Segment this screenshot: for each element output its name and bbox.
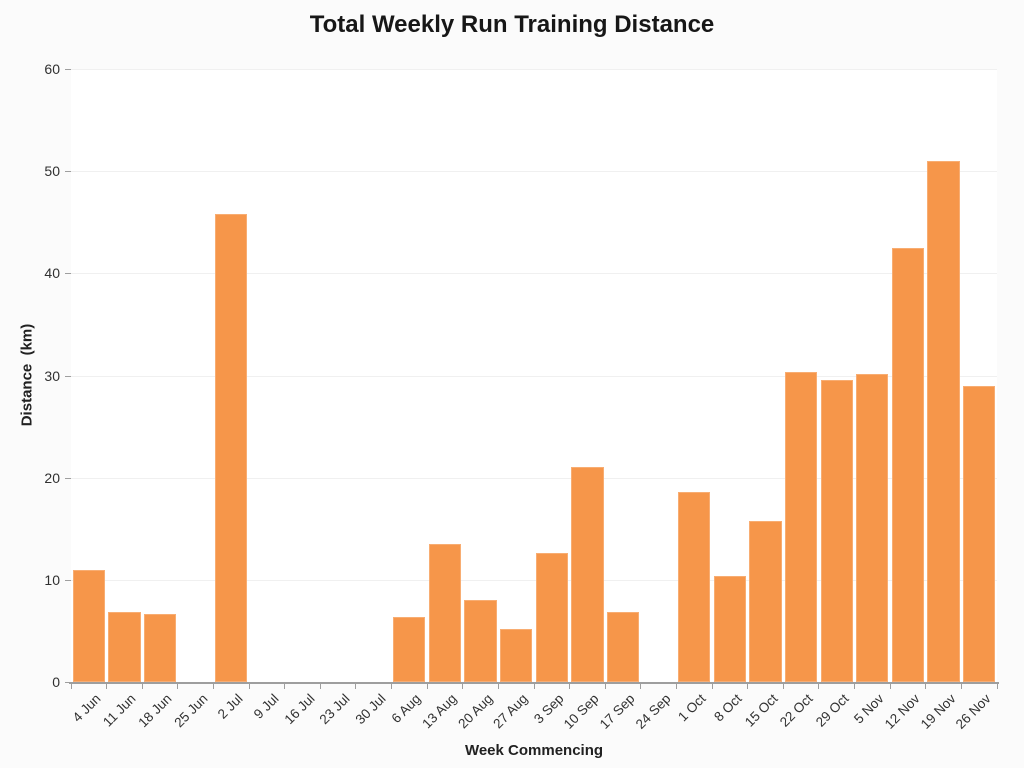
bar-5-nov	[856, 374, 889, 682]
y-tick-label-20: 20	[44, 469, 60, 486]
bar-4-jun	[72, 569, 105, 682]
x-axis-line	[69, 682, 999, 684]
y-tick-label-0: 0	[52, 674, 60, 690]
gridline-50	[71, 171, 997, 173]
gridlines-container	[71, 69, 997, 682]
x-tick-label-8-oct: 8 Oct	[711, 691, 745, 725]
bar-20-aug	[464, 600, 497, 682]
bar-8-oct	[713, 575, 746, 682]
bar-18-jun	[143, 613, 177, 682]
x-tick-label-25-jun: 25 Jun	[170, 691, 211, 731]
bar-12-nov	[891, 247, 925, 682]
gridline-20	[71, 477, 997, 479]
x-tick-label-17-sep: 17 Sep	[596, 691, 638, 732]
x-tick-label-19-nov: 19 Nov	[917, 691, 959, 732]
x-tick-24	[925, 684, 927, 689]
x-tick-19	[747, 684, 749, 689]
gridline-30	[71, 375, 997, 377]
x-tick-11	[462, 684, 464, 689]
x-tick-8	[355, 684, 357, 689]
x-tick-7	[319, 684, 321, 689]
bar-11-jun	[108, 611, 141, 682]
x-tick-label-16-jul: 16 Jul	[281, 691, 318, 728]
x-tick-15	[604, 684, 606, 689]
x-tick-4	[212, 684, 214, 689]
x-tick-label-12-nov: 12 Nov	[881, 691, 923, 732]
bar-22-oct	[785, 372, 818, 682]
x-tick-16	[640, 684, 642, 689]
y-tick-0	[65, 682, 71, 683]
gridline-40	[71, 273, 997, 275]
x-tick-label-10-sep: 10 Sep	[561, 691, 603, 732]
x-tick-25	[960, 684, 962, 689]
y-tick-label-30: 30	[44, 367, 60, 384]
bar-3-sep	[535, 553, 568, 682]
bar-17-sep	[606, 611, 640, 682]
x-tick-9	[391, 684, 393, 689]
x-tick-label-15-oct: 15 Oct	[741, 691, 781, 730]
x-tick-label-13-aug: 13 Aug	[419, 691, 460, 732]
y-tick-50	[65, 171, 71, 173]
x-tick-label-29-oct: 29 Oct	[812, 691, 852, 730]
y-tick-label-60: 60	[44, 61, 60, 77]
x-tick-17	[675, 684, 677, 689]
x-tick-22	[854, 684, 856, 689]
bar-19-nov	[927, 160, 960, 682]
x-tick-label-30-jul: 30 Jul	[352, 691, 389, 728]
y-tick-60	[65, 69, 71, 70]
x-tick-label-26-nov: 26 Nov	[952, 691, 994, 732]
x-tick-26	[996, 684, 998, 689]
x-tick-21	[818, 684, 820, 689]
bar-26-nov	[963, 385, 996, 682]
x-tick-10	[426, 684, 428, 689]
x-tick-label-20-aug: 20 Aug	[454, 691, 496, 732]
x-tick-label-23-jul: 23 Jul	[316, 691, 353, 728]
x-tick-label-11-jun: 11 Jun	[100, 691, 140, 730]
x-tick-2	[141, 684, 143, 689]
gridline-10	[71, 579, 997, 581]
x-tick-label-2-jul: 2 Jul	[215, 691, 246, 722]
chart-title: Total Weekly Run Training Distance	[309, 11, 715, 38]
x-tick-1	[106, 684, 108, 689]
bar-10-sep	[571, 467, 604, 682]
x-tick-label-22-oct: 22 Oct	[776, 691, 816, 730]
bar-29-oct	[820, 379, 853, 682]
x-tick-label-18-jun: 18 Jun	[135, 691, 175, 731]
bar-2-jul	[215, 214, 248, 682]
bar-13-aug	[428, 544, 462, 682]
x-tick-18	[711, 684, 713, 689]
x-tick-12	[497, 684, 499, 689]
y-tick-10	[65, 579, 71, 581]
x-tick-0	[70, 684, 72, 689]
y-tick-40	[65, 273, 71, 275]
y-tick-label-40: 40	[44, 265, 60, 282]
y-tick-30	[65, 375, 71, 377]
x-tick-13	[533, 684, 535, 689]
x-axis-title: Week Commencing	[464, 742, 604, 759]
x-tick-20	[782, 684, 784, 689]
plot-area	[71, 69, 997, 682]
x-tick-5	[248, 684, 250, 689]
bar-15-oct	[749, 520, 782, 682]
x-tick-label-1-oct: 1 Oct	[675, 691, 709, 725]
x-tick-23	[889, 684, 891, 689]
x-tick-3	[177, 684, 179, 689]
x-tick-label-9-jul: 9 Jul	[250, 691, 282, 722]
y-tick-label-50: 50	[44, 163, 60, 180]
bars-container	[71, 69, 997, 682]
x-tick-14	[569, 684, 571, 689]
x-tick-label-24-sep: 24 Sep	[632, 691, 674, 732]
bar-27-aug	[500, 628, 533, 682]
gridline-60	[71, 69, 997, 70]
bar-1-oct	[678, 491, 711, 682]
y-tick-20	[65, 477, 71, 479]
x-tick-label-4-jun: 4 Jun	[69, 691, 104, 725]
bar-6-aug	[393, 616, 426, 682]
x-tick-6	[284, 684, 286, 689]
x-tick-label-27-aug: 27 Aug	[490, 691, 531, 732]
y-tick-label-10: 10	[44, 571, 60, 588]
